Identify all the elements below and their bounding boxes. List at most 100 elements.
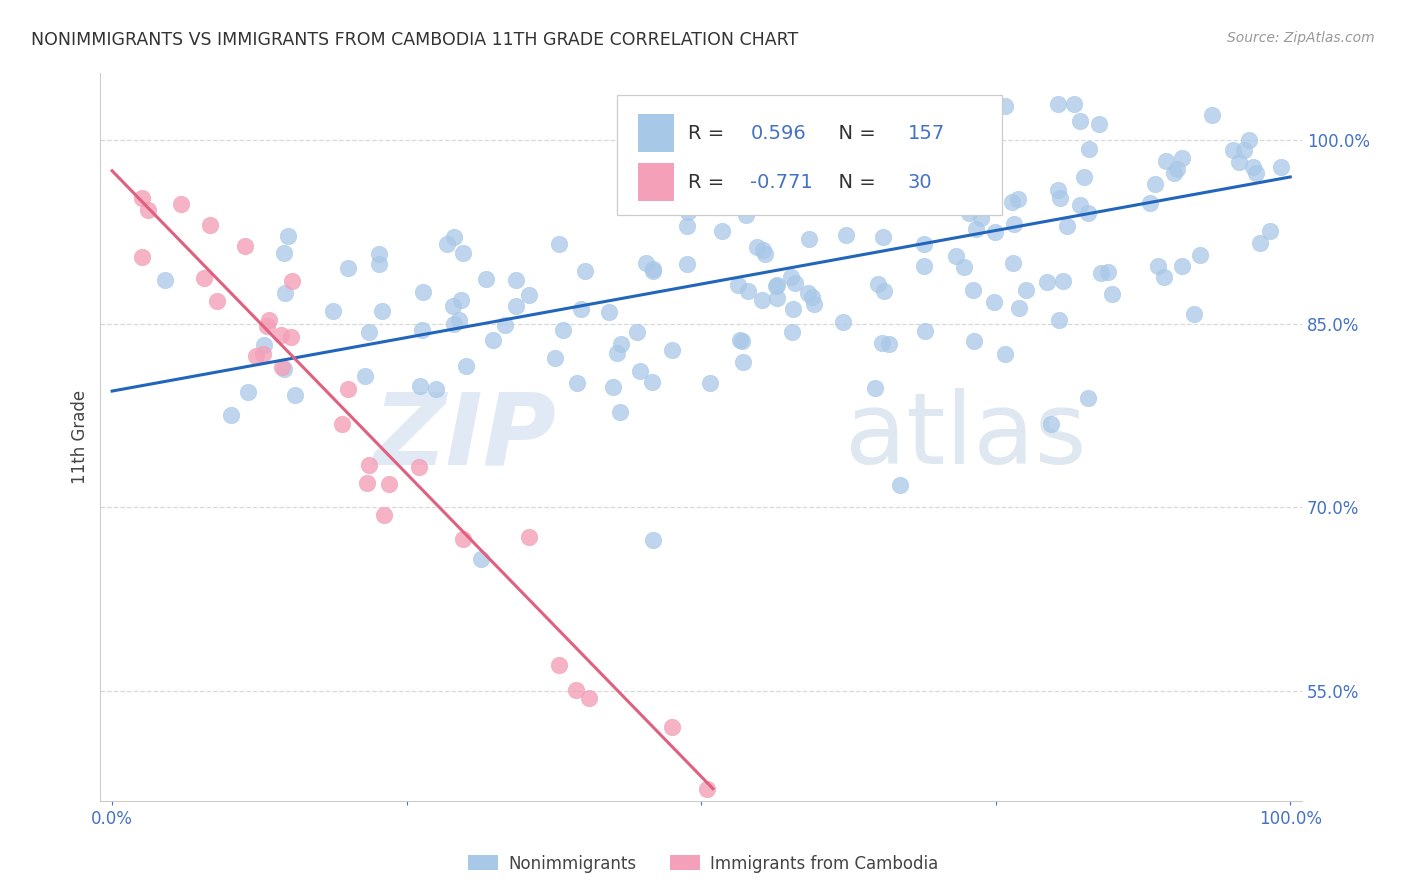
- Point: [131, 250, 153, 264]
- Point: [803, 297, 825, 311]
- Point: [914, 325, 936, 339]
- Point: [451, 532, 474, 546]
- Point: [630, 364, 652, 378]
- Point: [153, 272, 176, 286]
- Point: [889, 478, 911, 492]
- Point: [548, 236, 571, 251]
- Point: [1049, 191, 1071, 205]
- Point: [994, 347, 1017, 361]
- Point: [865, 167, 887, 181]
- Text: R =: R =: [688, 173, 731, 192]
- Point: [409, 379, 432, 393]
- Point: [373, 508, 395, 523]
- Point: [640, 376, 662, 390]
- Point: [578, 690, 600, 705]
- Point: [436, 237, 458, 252]
- Point: [1171, 259, 1194, 273]
- Point: [273, 362, 295, 376]
- Point: [1073, 169, 1095, 184]
- Point: [1077, 142, 1099, 156]
- Text: N =: N =: [827, 124, 882, 143]
- Text: -0.771: -0.771: [751, 173, 813, 192]
- Point: [727, 278, 749, 293]
- FancyBboxPatch shape: [617, 95, 1001, 215]
- Point: [233, 238, 256, 252]
- Point: [270, 327, 292, 342]
- Point: [766, 277, 789, 292]
- Point: [1015, 283, 1038, 297]
- Point: [377, 476, 399, 491]
- Point: [609, 336, 631, 351]
- Point: [752, 243, 775, 257]
- Point: [751, 293, 773, 308]
- Text: 30: 30: [908, 173, 932, 192]
- Point: [962, 284, 984, 298]
- Point: [252, 347, 274, 361]
- Point: [1069, 198, 1091, 212]
- Point: [965, 222, 987, 236]
- Point: [412, 285, 434, 299]
- Point: [470, 551, 492, 566]
- Point: [1077, 206, 1099, 220]
- Point: [865, 381, 887, 395]
- Point: [1039, 417, 1062, 432]
- Point: [1035, 275, 1057, 289]
- Point: [837, 186, 859, 201]
- Point: [912, 260, 935, 274]
- Point: [1153, 269, 1175, 284]
- Point: [945, 249, 967, 263]
- Point: [737, 284, 759, 298]
- Point: [1101, 286, 1123, 301]
- Point: [205, 294, 228, 309]
- Point: [198, 218, 221, 232]
- Point: [754, 246, 776, 260]
- Point: [730, 334, 752, 348]
- Point: [505, 273, 527, 287]
- Point: [565, 682, 588, 697]
- Point: [475, 272, 498, 286]
- Point: [1201, 108, 1223, 122]
- Point: [699, 376, 721, 391]
- Text: R =: R =: [688, 124, 731, 143]
- Point: [1069, 114, 1091, 128]
- Point: [336, 260, 359, 275]
- Point: [696, 781, 718, 796]
- Point: [574, 264, 596, 278]
- Y-axis label: 11th Grade: 11th Grade: [72, 390, 89, 484]
- Point: [785, 277, 807, 291]
- Point: [257, 313, 280, 327]
- Point: [1249, 235, 1271, 250]
- Point: [1001, 195, 1024, 210]
- Point: [831, 315, 853, 329]
- Point: [675, 219, 697, 234]
- Point: [952, 260, 974, 275]
- Point: [661, 343, 683, 358]
- Point: [1077, 392, 1099, 406]
- Point: [1046, 96, 1069, 111]
- Point: [735, 208, 758, 222]
- Point: [1163, 166, 1185, 180]
- Point: [1046, 183, 1069, 197]
- Point: [606, 346, 628, 360]
- Point: [281, 274, 304, 288]
- Point: [745, 240, 768, 254]
- Point: [170, 197, 193, 211]
- Point: [915, 96, 938, 111]
- Point: [443, 318, 465, 332]
- Point: [912, 237, 935, 252]
- Point: [356, 475, 378, 490]
- Point: [797, 232, 820, 246]
- Point: [661, 720, 683, 734]
- Point: [273, 246, 295, 260]
- Bar: [637, 163, 673, 201]
- Point: [1147, 259, 1170, 273]
- Text: ZIP: ZIP: [374, 388, 557, 485]
- Point: [1052, 274, 1074, 288]
- Text: atlas: atlas: [845, 388, 1087, 485]
- Point: [236, 385, 259, 400]
- Point: [957, 206, 980, 220]
- Text: N =: N =: [827, 173, 882, 192]
- Point: [370, 303, 392, 318]
- Point: [270, 359, 292, 374]
- Point: [641, 264, 664, 278]
